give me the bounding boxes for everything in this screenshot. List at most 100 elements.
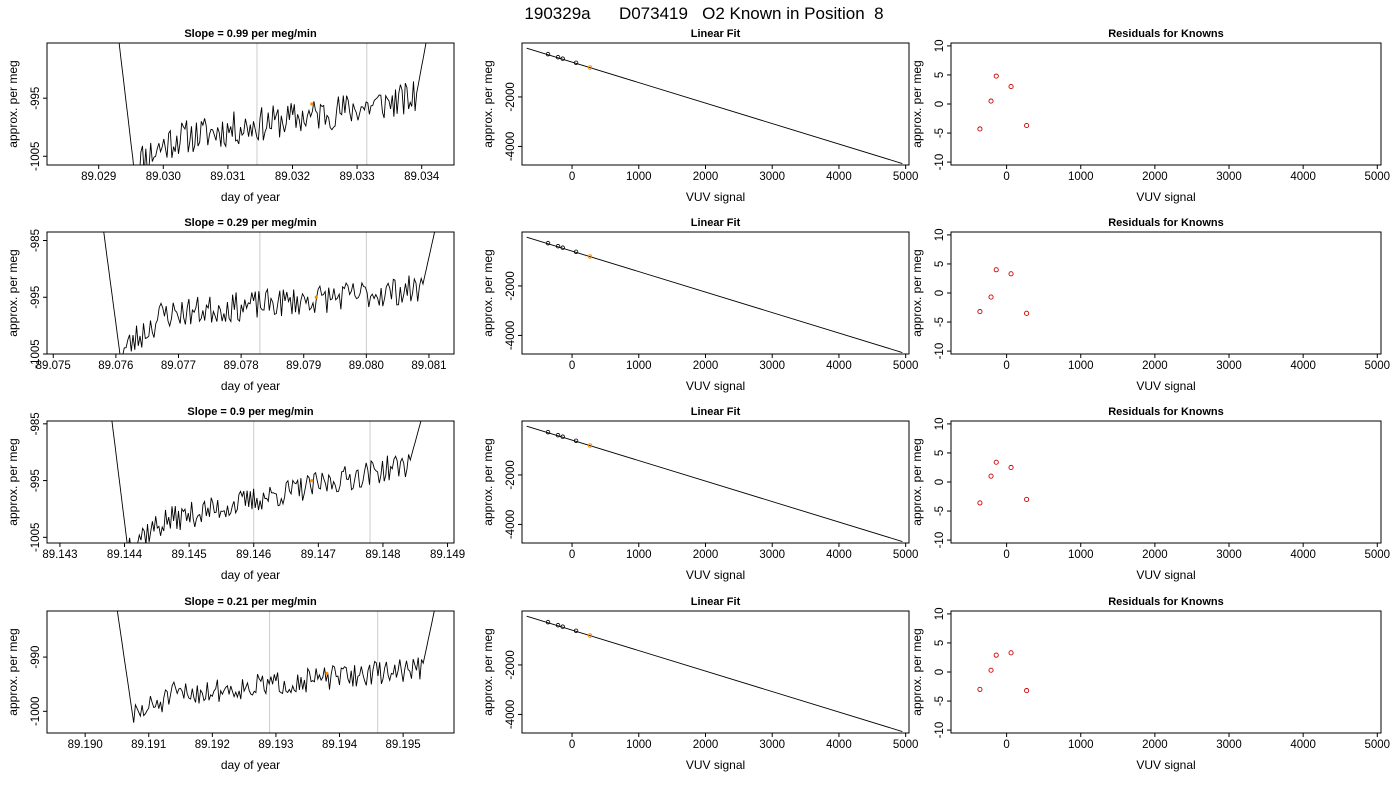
x-tick-label: 89.077: [161, 360, 196, 372]
x-tick-label: 0: [1003, 739, 1009, 751]
y-axis-label: approx. per meg: [910, 628, 924, 715]
x-tick-label: 5000: [893, 549, 919, 561]
y-tick-label: 0: [934, 290, 946, 296]
residual-point: [1024, 122, 1030, 129]
plot-area: [526, 236, 903, 353]
x-tick-label: 4000: [826, 360, 852, 372]
fit-point: [573, 60, 579, 65]
panel-title: Slope = 0.9 per meg/min: [187, 406, 314, 418]
x-tick-label: 5000: [1364, 549, 1390, 561]
y-tick-label: 5: [934, 72, 946, 78]
residual-point: [1008, 464, 1014, 471]
panel-title: Residuals for Knowns: [1108, 596, 1224, 608]
x-tick-label: 5000: [893, 739, 919, 751]
y-axis-label: approx. per meg: [6, 249, 20, 336]
x-tick-label: 5000: [1364, 360, 1390, 372]
y-axis-label: approx. per meg: [481, 249, 495, 336]
x-tick-label: 2000: [693, 360, 719, 372]
x-tick-label: 89.147: [301, 549, 336, 561]
x-tick-label: 3000: [1216, 171, 1242, 183]
y-tick-label: -10: [934, 722, 946, 739]
x-tick-label: 89.033: [340, 171, 375, 183]
fit-point: [555, 244, 561, 249]
x-axis-label: VUV signal: [1136, 758, 1195, 772]
plot-area: [116, 611, 435, 723]
x-axis-label: day of year: [221, 190, 280, 204]
x-tick-label: 2000: [1142, 739, 1168, 751]
x-tick-label: 4000: [826, 171, 852, 183]
panel-title: Slope = 0.29 per meg/min: [184, 217, 317, 229]
x-tick-label: 89.193: [258, 739, 293, 751]
x-axis-label: VUV signal: [686, 379, 745, 393]
y-axis-label: approx. per meg: [910, 249, 924, 336]
y-tick-label: 5: [934, 450, 946, 456]
y-tick-label: -995: [30, 87, 42, 110]
x-tick-label: 4000: [1290, 549, 1316, 561]
plot-area: [526, 425, 903, 542]
panel-r4c2: Linear Fit 0 1000 2000 3000 4000 5000 -4000 -200…: [481, 596, 918, 772]
x-tick-label: 1000: [626, 360, 652, 372]
x-tick-label: 1000: [1068, 360, 1094, 372]
fit-line: [526, 425, 903, 542]
residual-point: [1008, 84, 1014, 90]
y-tick-label: -5: [934, 128, 946, 138]
plot-area: [526, 615, 903, 732]
residual-point: [993, 73, 999, 79]
residual-point: [977, 686, 983, 692]
panel-title: Residuals for Knowns: [1108, 217, 1224, 229]
x-tick-label: 4000: [826, 739, 852, 751]
x-tick-label: 89.190: [68, 739, 103, 751]
plot-frame: [950, 610, 1382, 734]
y-tick-label: -10: [934, 154, 946, 171]
residual-point: [993, 652, 999, 658]
x-tick-label: 3000: [1216, 549, 1242, 561]
x-tick-label: 89.076: [98, 360, 133, 372]
known-point: [587, 633, 593, 638]
x-tick-label: 89.192: [195, 739, 230, 751]
y-tick-label: -10: [934, 532, 946, 549]
panel-title: Residuals for Knowns: [1108, 28, 1224, 40]
y-axis-label: approx. per meg: [6, 628, 20, 715]
panel-r4c3: Residuals for Knowns 0 1000 2000 3000 4000 500…: [910, 596, 1390, 772]
fit-point: [560, 56, 565, 61]
x-tick-label: 0: [569, 739, 575, 751]
plot-frame: [521, 42, 910, 166]
x-tick-label: 89.194: [322, 739, 358, 751]
x-tick-label: 0: [569, 171, 575, 183]
x-tick-label: 2000: [1142, 360, 1168, 372]
x-axis-label: day of year: [221, 568, 280, 582]
y-tick-label: -985: [30, 412, 42, 435]
plot-frame: [521, 231, 910, 355]
x-axis-label: VUV signal: [686, 758, 745, 772]
x-tick-label: 89.034: [404, 171, 440, 183]
residual-point: [1024, 688, 1030, 694]
fit-point: [545, 619, 551, 625]
x-axis-label: day of year: [221, 758, 280, 772]
x-tick-label: 89.031: [210, 171, 245, 183]
y-axis-label: approx. per meg: [6, 438, 20, 525]
panel-title: Slope = 0.21 per meg/min: [184, 596, 317, 608]
x-tick-label: 5000: [893, 360, 919, 372]
fit-point: [560, 245, 565, 250]
fit-point: [555, 623, 561, 628]
y-tick-label: -995: [30, 286, 42, 309]
panel-title: Linear Fit: [691, 406, 741, 418]
fit-line: [526, 47, 903, 164]
y-tick-label: 10: [934, 418, 946, 431]
y-tick-label: -1005: [30, 523, 42, 552]
y-axis-label: approx. per meg: [481, 438, 495, 525]
y-tick-label: 0: [934, 669, 946, 675]
plot-area: [977, 459, 1030, 506]
x-tick-label: 3000: [759, 739, 785, 751]
x-tick-label: 3000: [759, 549, 785, 561]
x-tick-label: 0: [569, 549, 575, 561]
residual-point: [1024, 310, 1030, 316]
x-tick-label: 89.080: [349, 360, 384, 372]
fit-point: [573, 628, 579, 633]
plot-area: [977, 650, 1030, 694]
fit-point: [545, 51, 551, 57]
x-tick-label: 3000: [1216, 739, 1242, 751]
data-trace: [111, 421, 422, 543]
plot-frame: [950, 420, 1382, 544]
